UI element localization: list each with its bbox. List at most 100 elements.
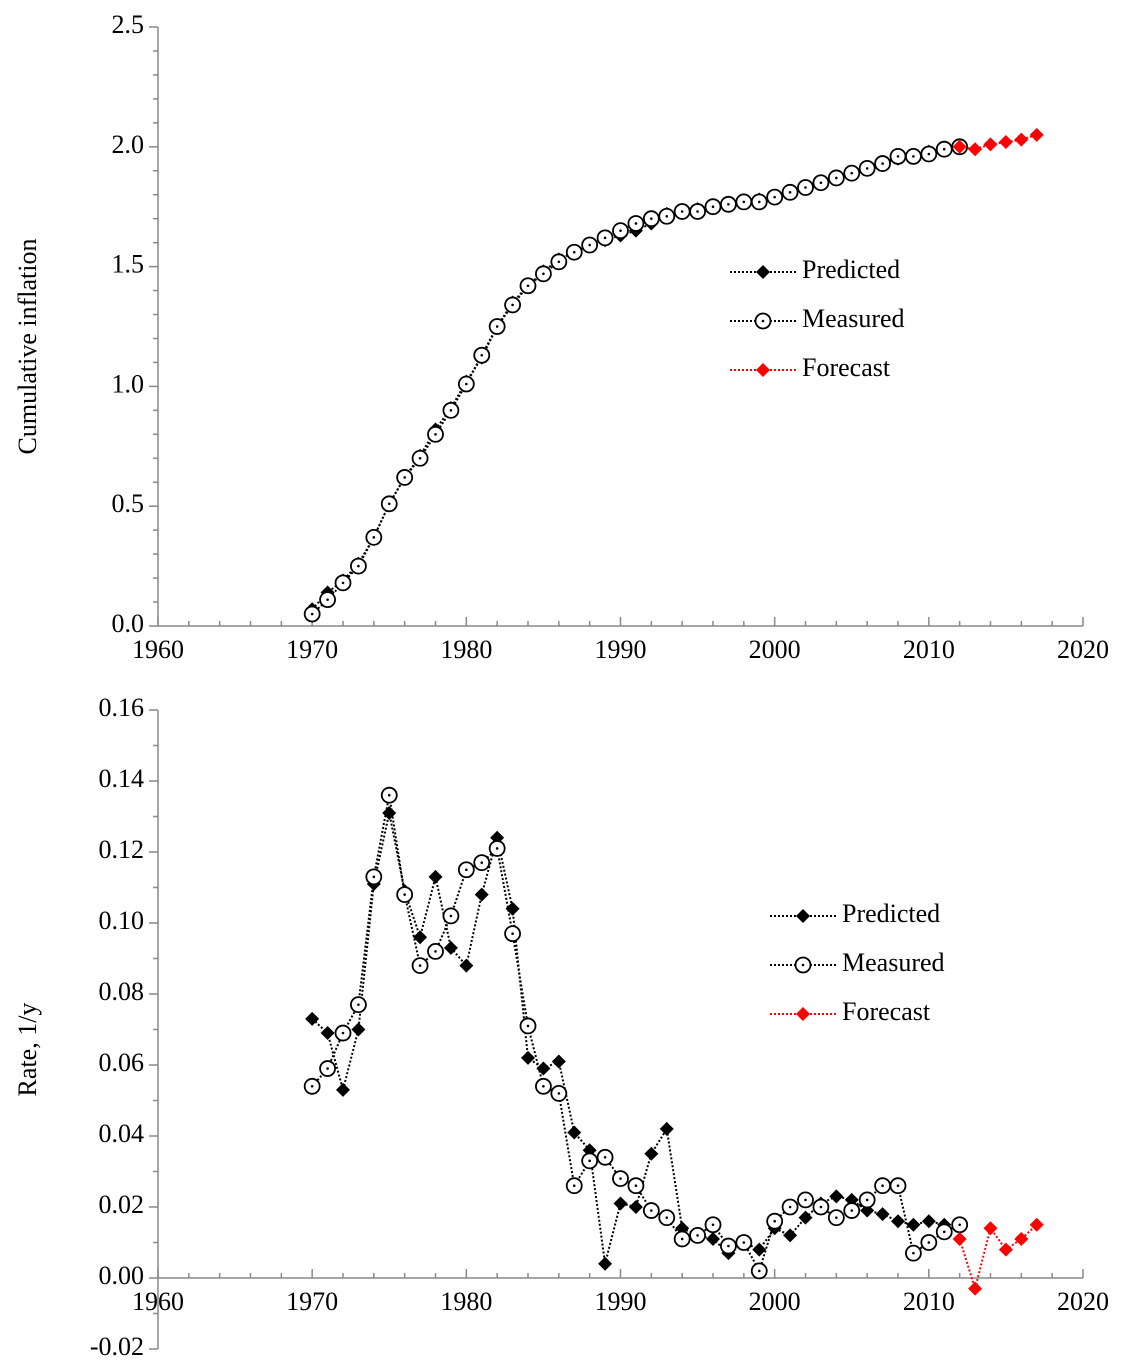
data-point (658, 1209, 676, 1227)
y-tick-label: 2.5 (112, 10, 145, 39)
data-point (812, 1198, 830, 1216)
marker-dot (650, 217, 653, 220)
data-point (658, 207, 676, 225)
data-point (1029, 127, 1044, 142)
data-point (596, 229, 614, 247)
data-point (704, 1216, 722, 1234)
data-point (829, 1189, 844, 1204)
data-point (551, 1054, 566, 1069)
marker-dot (588, 1159, 591, 1163)
marker-dot (557, 260, 561, 264)
marker-dot (480, 353, 484, 357)
data-point (906, 1217, 921, 1232)
data-point (998, 1242, 1013, 1257)
data-point (350, 996, 367, 1014)
marker-dot (372, 875, 376, 879)
data-point (305, 1011, 320, 1026)
data-point (1014, 1231, 1029, 1246)
data-point (427, 943, 444, 960)
marker-dot (865, 167, 869, 170)
data-point (752, 1242, 767, 1257)
data-point (613, 1196, 628, 1211)
marker-dot (727, 1244, 730, 1248)
data-point (411, 957, 429, 974)
marker-dot (619, 1177, 622, 1180)
data-point (766, 188, 784, 206)
marker-dot (927, 1241, 931, 1244)
marker-dot (665, 214, 669, 218)
data-point (642, 210, 660, 228)
marker-dot (465, 868, 468, 872)
data-point (797, 179, 814, 196)
data-point (968, 142, 983, 157)
marker-dot (896, 155, 900, 158)
data-point (351, 1022, 366, 1037)
data-point (889, 1177, 907, 1195)
marker-dot (680, 1237, 684, 1241)
data-point (396, 886, 414, 903)
marker-dot (634, 222, 638, 225)
data-point (812, 174, 830, 192)
data-point (442, 907, 460, 925)
legend-marker (796, 909, 810, 923)
data-point (365, 528, 383, 546)
data-point (336, 1082, 350, 1097)
marker-dot (341, 581, 345, 585)
y-tick-label: 0.04 (99, 1119, 145, 1148)
marker-dot (557, 1092, 561, 1095)
marker-dot (942, 1230, 946, 1234)
marker-dot (603, 236, 607, 240)
marker-dot (511, 303, 514, 307)
data-point (858, 1191, 876, 1209)
marker-dot (341, 1031, 345, 1035)
data-point (612, 222, 629, 240)
marker-dot (942, 147, 946, 151)
data-point (628, 1200, 643, 1214)
legend-label: Forecast (802, 353, 891, 382)
data-point (519, 1017, 537, 1035)
data-point (935, 140, 953, 158)
marker-dot (680, 210, 684, 213)
marker-dot (511, 932, 514, 935)
data-point (689, 1227, 706, 1244)
data-point (843, 1202, 861, 1219)
data-point (905, 1244, 922, 1262)
marker-dot (927, 152, 931, 156)
y-tick-label: 0.16 (99, 693, 145, 722)
marker-dot (850, 1209, 854, 1212)
marker-dot (804, 1198, 807, 1202)
y-tick-label: 0.02 (99, 1190, 145, 1219)
data-point (380, 786, 398, 804)
data-point (459, 958, 474, 973)
marker-dot (711, 1223, 715, 1227)
marker-dot (526, 1024, 530, 1028)
data-point (983, 1221, 998, 1236)
data-point (858, 159, 876, 177)
legend-label: Measured (802, 304, 905, 333)
data-point (891, 1214, 905, 1229)
y-tick-label: 1.5 (112, 250, 145, 279)
data-point (457, 861, 475, 879)
data-point (920, 1234, 938, 1251)
data-point (798, 1210, 813, 1225)
data-point (521, 1050, 535, 1065)
y-tick-label: 0.10 (99, 906, 145, 935)
data-point (427, 425, 444, 443)
data-point (474, 887, 489, 902)
data-point (411, 449, 429, 467)
data-point (627, 1177, 645, 1195)
marker-dot (742, 200, 746, 204)
data-point (504, 296, 521, 314)
data-point (889, 147, 907, 165)
marker-dot (326, 598, 329, 601)
y-tick-label: 0.5 (112, 489, 145, 518)
x-tick-label: 1990 (595, 635, 647, 664)
data-point (365, 868, 383, 886)
data-point (443, 940, 458, 955)
marker-dot (958, 1223, 961, 1227)
data-point (612, 1170, 629, 1187)
data-point (382, 805, 397, 820)
legend-label: Measured (842, 948, 945, 977)
